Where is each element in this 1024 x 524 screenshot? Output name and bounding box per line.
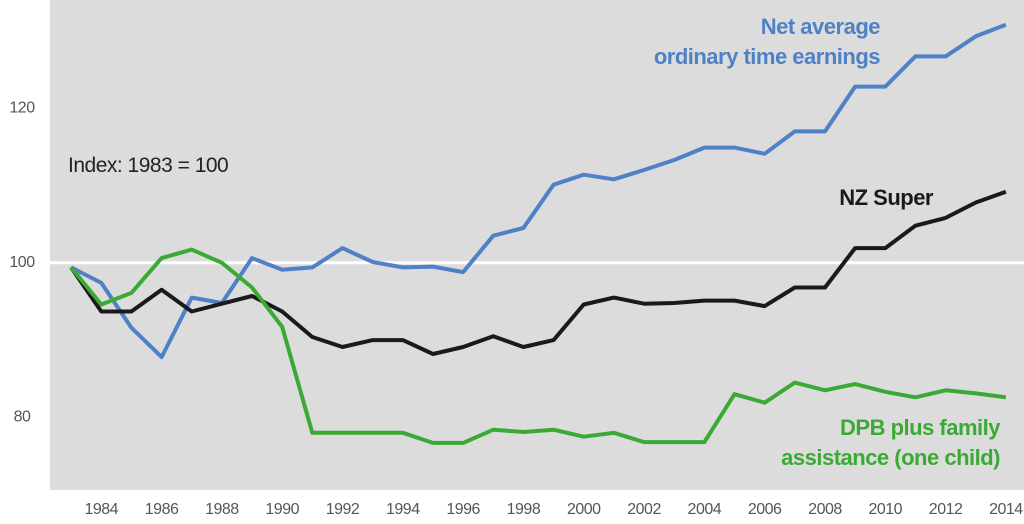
x-tick-label: 2002 [627,501,661,518]
x-tick-label: 1990 [265,501,299,518]
series-label: NZ Super [839,185,933,210]
x-tick-label: 1992 [326,501,360,518]
x-tick-label: 2010 [868,501,902,518]
x-tick-label: 1986 [145,501,179,518]
x-tick-label: 1998 [507,501,541,518]
plot-background [50,0,1024,490]
series-label: DPB plus family assistance (one child) [781,415,1000,470]
series-line [69,247,1007,445]
x-tick-label: 2014 [989,501,1023,518]
annotation: Index: 1983 = 100 [68,154,229,177]
x-tick-label: 2006 [748,501,782,518]
x-tick-label: 1996 [446,501,480,518]
y-tick-label: 80 [14,409,31,426]
x-tick-label: 2000 [567,501,601,518]
x-tick-label: 1984 [84,501,118,518]
x-tick-label: 1988 [205,501,239,518]
y-tick-label: 100 [9,254,35,271]
x-tick-label: 1994 [386,501,420,518]
series-line [70,22,1007,360]
y-tick-label: 120 [9,99,35,116]
series-line [69,189,1007,356]
series-label: Net average ordinary time earnings [653,14,881,69]
x-tick-label: 2012 [929,501,963,518]
x-tick-label: 2004 [688,501,722,518]
x-tick-label: 2008 [808,501,842,518]
